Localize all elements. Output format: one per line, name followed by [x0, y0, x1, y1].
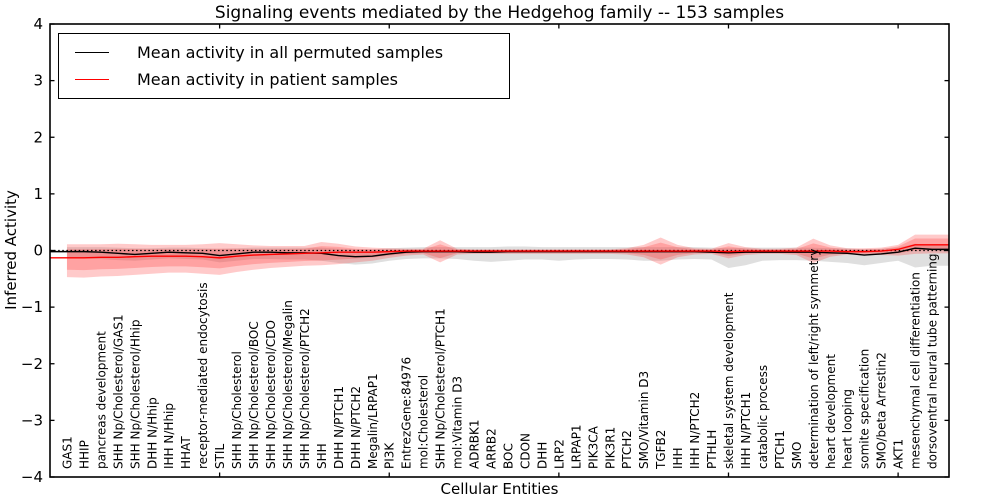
x-category-label: SHH Np/Cholesterol/Megalin: [281, 300, 295, 469]
y-tick-label: 3: [33, 72, 43, 90]
x-category-label: somite specification: [858, 349, 872, 469]
patient-std-band-outer: [66, 234, 949, 278]
x-category-label: BOC: [501, 443, 515, 469]
x-category-label: DHH: [535, 442, 549, 469]
y-tick-label: 4: [33, 15, 43, 33]
legend: Mean activity in all permuted samples Me…: [58, 33, 510, 99]
x-category-label: HHIP: [77, 440, 91, 469]
x-category-label: LRP2: [552, 439, 566, 469]
x-category-label: IHH N/PTCH1: [739, 392, 753, 469]
x-category-label: SHH Np/Cholesterol/PTCH1: [434, 308, 448, 469]
x-category-label: SHH Np/Cholesterol: [230, 351, 244, 469]
patient-std-band-inner: [66, 238, 949, 271]
x-category-label: Megalin/LRPAP1: [366, 373, 380, 469]
x-category-label: LRPAP1: [569, 424, 583, 469]
x-category-label: SMO/beta Arrestin2: [875, 352, 889, 469]
x-category-label: IHH N/Hhip: [162, 403, 176, 469]
x-category-label: skeletal system development: [722, 292, 736, 469]
x-category-label: PIK3CA: [586, 425, 600, 469]
x-category-label: SHH Np/Cholesterol/GAS1: [111, 314, 125, 469]
patient-line-swatch: [75, 79, 109, 81]
x-category-label: STIL: [213, 444, 227, 469]
legend-label-patient: Mean activity in patient samples: [137, 70, 398, 90]
x-category-label: DHH N/PTCH1: [332, 386, 346, 469]
x-category-label: SHH: [315, 443, 329, 469]
patient-mean-line: [50, 244, 949, 259]
x-category-label: mol:Vitamin D3: [451, 376, 465, 469]
x-category-label: heart looping: [841, 389, 855, 469]
x-category-label: heart development: [824, 354, 838, 469]
x-category-label: DHH N/PTCH2: [349, 386, 363, 469]
x-category-label: SHH Np/Cholesterol/PTCH2: [298, 308, 312, 469]
x-category-label: PTCH2: [620, 430, 634, 469]
permuted-mean-line: [50, 247, 949, 258]
x-category-label: receptor-mediated endocytosis: [196, 282, 210, 469]
x-category-label: PTHLH: [705, 430, 719, 469]
x-category-label: PTCH1: [773, 430, 787, 469]
x-category-label: SMO/Vitamin D3: [637, 371, 651, 469]
y-tick-label: −2: [21, 355, 43, 373]
x-category-label: PIK3R1: [603, 427, 617, 469]
x-category-label: CDON: [518, 433, 532, 469]
x-category-label: DHH N/Hhip: [145, 397, 159, 469]
x-category-label: AKT1: [892, 439, 906, 469]
x-category-label: mol:Cholesterol: [417, 375, 431, 469]
x-category-label: HHAT: [179, 436, 193, 469]
y-tick-label: 2: [33, 128, 43, 146]
x-category-label: EntrezGene:84976: [400, 357, 414, 469]
x-category-label: IHH N/PTCH2: [688, 392, 702, 469]
x-category-label: SHH Np/Cholesterol/Hhip: [128, 320, 142, 469]
x-category-label: IHH: [671, 447, 685, 469]
y-tick-label: 0: [33, 242, 43, 260]
x-category-label: TGFB2: [654, 430, 668, 470]
x-category-label: GAS1: [60, 436, 74, 469]
x-category-label: dorsoventral neural tube patterning: [926, 253, 940, 469]
y-tick-label: −3: [21, 411, 43, 429]
legend-item-patient: Mean activity in patient samples: [75, 70, 509, 89]
permuted-line-swatch: [75, 51, 109, 53]
x-category-label: pancreas development: [94, 331, 108, 469]
x-category-label: ADRBK1: [468, 419, 482, 469]
x-category-label: catabolic process: [756, 365, 770, 469]
x-category-label: PI3K: [383, 442, 397, 469]
y-tick-label: 1: [33, 185, 43, 203]
x-category-label: mesenchymal cell differentiation: [909, 272, 923, 469]
x-category-label: SHH Np/Cholesterol/BOC: [247, 321, 261, 469]
x-category-label: SMO: [790, 442, 804, 469]
legend-label-permuted: Mean activity in all permuted samples: [137, 42, 444, 62]
y-tick-label: −1: [21, 298, 43, 316]
legend-item-permuted: Mean activity in all permuted samples: [75, 43, 509, 62]
permuted-std-band: [66, 243, 949, 269]
x-category-label: determination of left/right symmetry: [807, 249, 821, 469]
x-category-label: SHH Np/Cholesterol/CDO: [264, 320, 278, 469]
y-tick-label: −4: [21, 468, 43, 486]
x-axis-label: Cellular Entities: [440, 480, 559, 498]
x-category-label: ARRB2: [485, 428, 499, 469]
chart-title: Signaling events mediated by the Hedgeho…: [214, 3, 785, 23]
